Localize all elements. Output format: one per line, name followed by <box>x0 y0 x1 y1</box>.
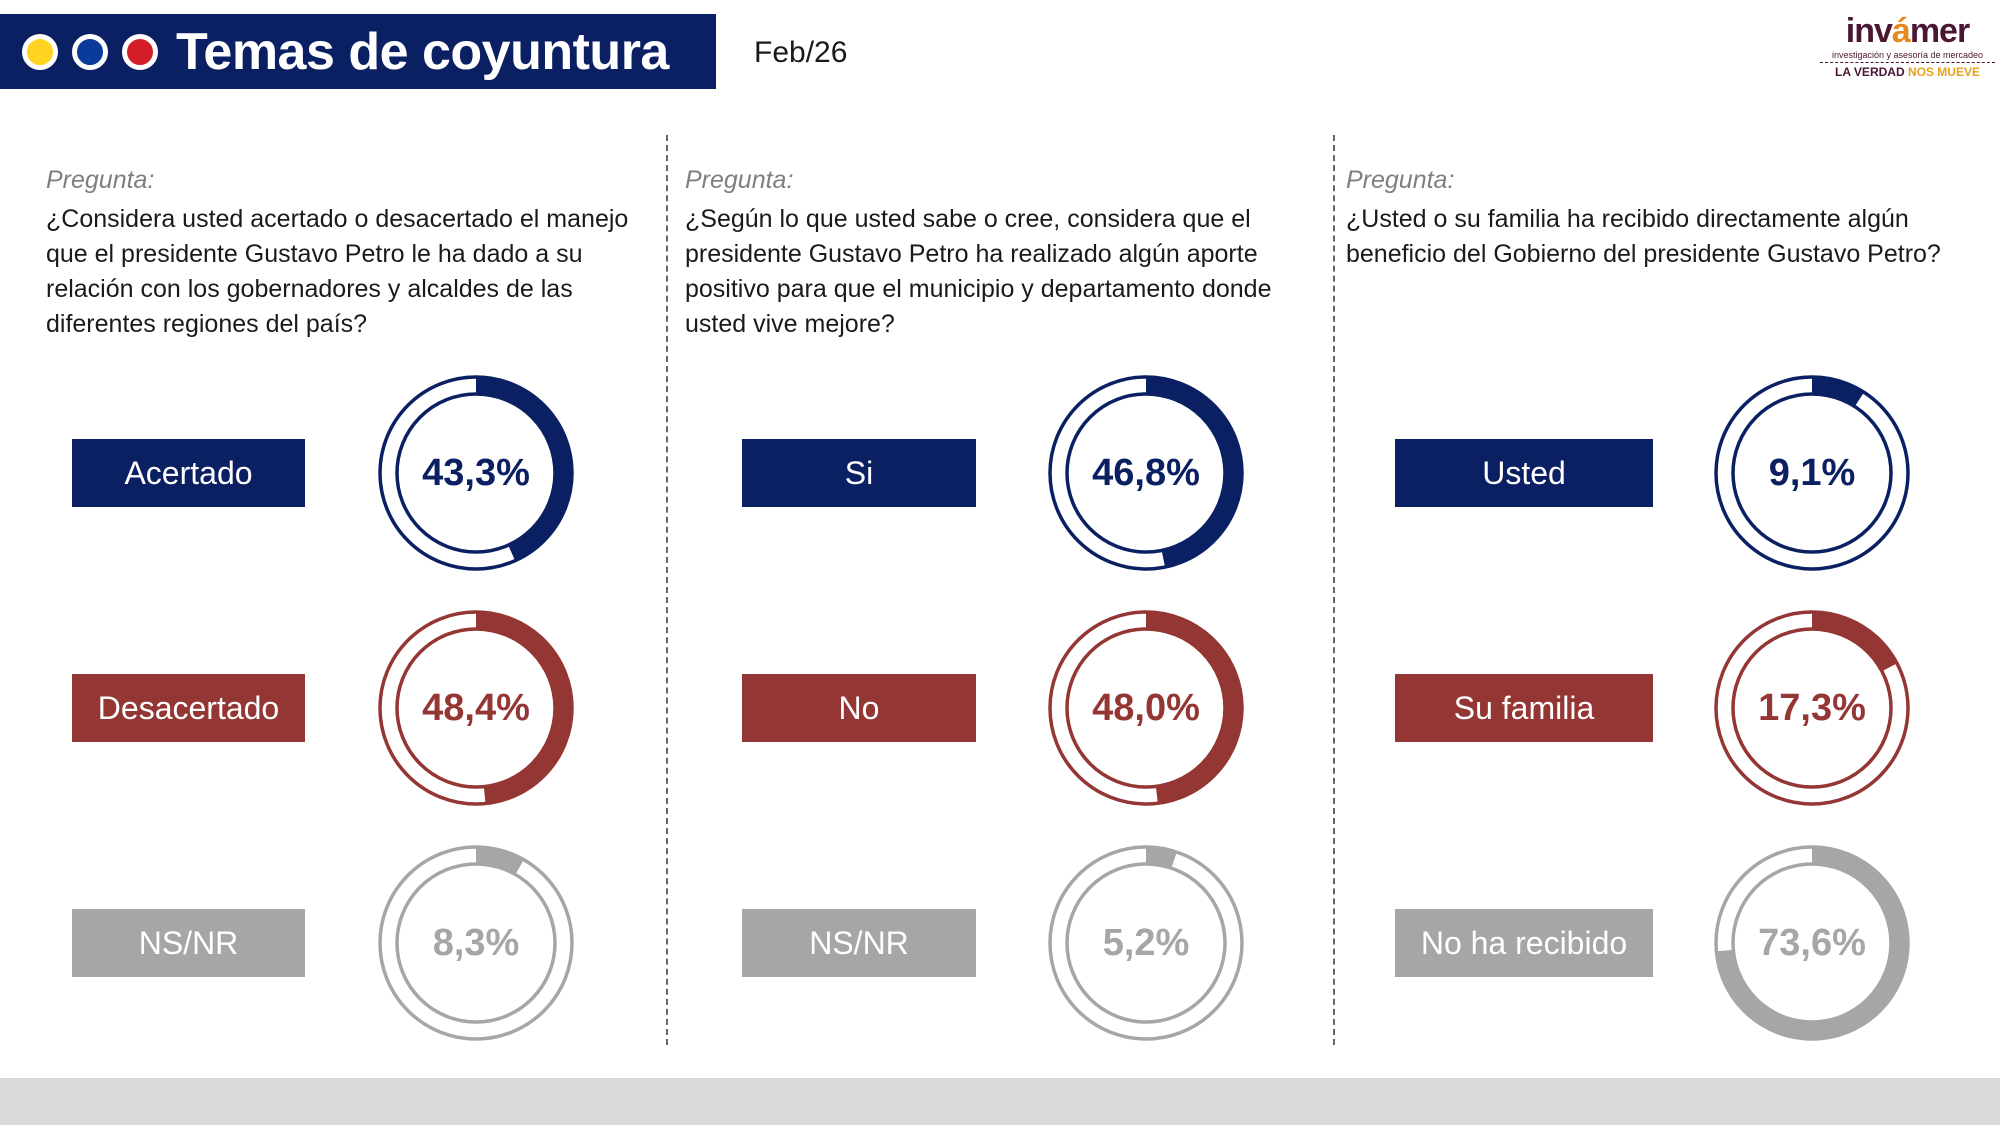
donut-value-arc <box>1715 846 1909 1040</box>
donut-value-arc <box>379 611 573 805</box>
yellow-dot-icon <box>22 33 58 70</box>
percentage-value: 48,0% <box>1092 686 1200 729</box>
footer-bar <box>0 1078 2000 1125</box>
blue-dot-icon <box>72 33 108 70</box>
percentage-value: 9,1% <box>1768 451 1856 494</box>
donut-chart: 46,8% <box>1046 373 1246 573</box>
question-text: ¿Según lo que usted sabe o cree, conside… <box>685 205 1272 338</box>
question-label: Pregunta: <box>46 166 155 194</box>
donut-chart: 48,4% <box>376 608 576 808</box>
answer-label: NS/NR <box>72 909 305 977</box>
donut-value-arc <box>1715 376 1909 570</box>
question-text: ¿Considera usted acertado o desacertado … <box>46 205 629 338</box>
date-label: Feb/26 <box>754 36 848 69</box>
answer-label: Su familia <box>1395 674 1653 742</box>
question-1: Pregunta: ¿Considera usted acertado o de… <box>46 163 666 342</box>
question-3: Pregunta: ¿Usted o su familia ha recibid… <box>1346 163 1966 272</box>
answer-label: No <box>742 674 976 742</box>
page-title: Temas de coyuntura <box>176 22 669 81</box>
answer-label: Si <box>742 439 976 507</box>
donut-chart: 9,1% <box>1712 373 1912 573</box>
answer-label: Usted <box>1395 439 1653 507</box>
percentage-value: 43,3% <box>422 451 530 494</box>
answer-label: NS/NR <box>742 909 976 977</box>
answer-label: Acertado <box>72 439 305 507</box>
percentage-value: 73,6% <box>1758 921 1866 964</box>
donut-inner-ring <box>1731 392 1893 554</box>
donut-value-arc <box>379 376 573 570</box>
header-bar: Temas de coyuntura <box>0 14 716 89</box>
donut-chart: 8,3% <box>376 843 576 1043</box>
question-label: Pregunta: <box>685 166 794 194</box>
donut-value-arc <box>379 846 573 1040</box>
donut-value-arc <box>1049 846 1243 1040</box>
answer-label: Desacertado <box>72 674 305 742</box>
percentage-value: 46,8% <box>1092 451 1200 494</box>
percentage-value: 48,4% <box>422 686 530 729</box>
question-2: Pregunta: ¿Según lo que usted sabe o cre… <box>685 163 1305 342</box>
invamer-logo: invámer investigación y asesoría de merc… <box>1820 12 1995 79</box>
percentage-value: 17,3% <box>1758 686 1866 729</box>
donut-chart: 73,6% <box>1712 843 1912 1043</box>
donut-value-arc <box>1715 611 1909 805</box>
donut-value-arc <box>1049 611 1243 805</box>
column-divider <box>1333 135 1335 1045</box>
donut-chart: 5,2% <box>1046 843 1246 1043</box>
column-divider <box>666 135 668 1045</box>
percentage-value: 8,3% <box>432 921 520 964</box>
question-label: Pregunta: <box>1346 166 1455 194</box>
percentage-value: 5,2% <box>1102 921 1190 964</box>
donut-chart: 48,0% <box>1046 608 1246 808</box>
red-dot-icon <box>122 33 158 70</box>
answer-label: No ha recibido <box>1395 909 1653 977</box>
donut-chart: 17,3% <box>1712 608 1912 808</box>
donut-chart: 43,3% <box>376 373 576 573</box>
donut-value-arc <box>1049 376 1243 570</box>
question-text: ¿Usted o su familia ha recibido directam… <box>1346 205 1941 268</box>
